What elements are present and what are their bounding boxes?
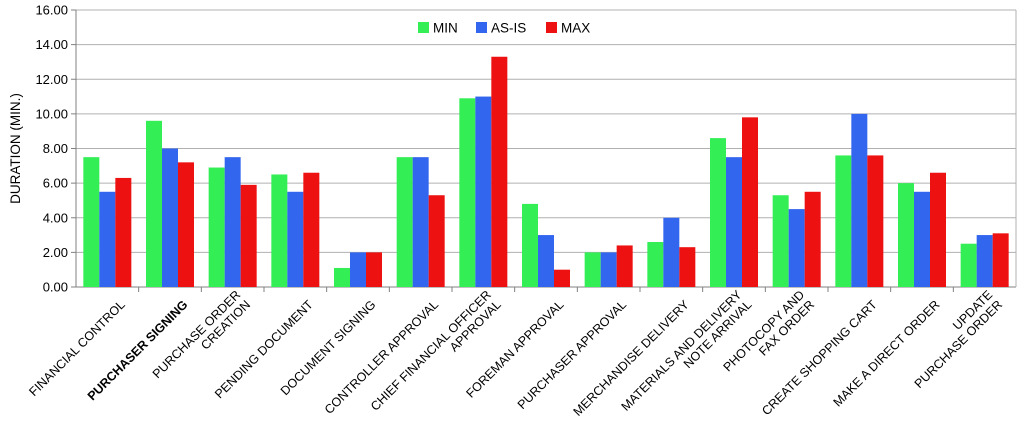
bar-min-14 xyxy=(898,183,914,287)
bar-min-12 xyxy=(772,195,789,287)
bar-min-1 xyxy=(83,157,100,287)
bar-max-2 xyxy=(178,162,194,287)
bar-as-is-12 xyxy=(788,209,805,287)
bar-as-is-1 xyxy=(99,191,116,287)
legend-swatch-as-is xyxy=(476,22,487,33)
bar-max-4 xyxy=(303,172,320,287)
bar-min-5 xyxy=(334,267,350,287)
x-category-label: UPDATEPURCHASE ORDER xyxy=(902,288,1005,391)
y-tick-label: 16.00 xyxy=(35,3,68,18)
bar-min-4 xyxy=(271,174,288,287)
bar-min-15 xyxy=(960,243,977,287)
bar-as-is-5 xyxy=(350,252,366,287)
bar-as-is-6 xyxy=(412,157,429,287)
bar-max-14 xyxy=(930,172,946,287)
bar-min-3 xyxy=(208,167,225,287)
bar-max-10 xyxy=(679,247,696,287)
bar-max-1 xyxy=(115,177,132,287)
y-tick-label: 4.00 xyxy=(43,210,68,225)
bar-as-is-10 xyxy=(663,217,680,287)
bar-max-13 xyxy=(867,155,884,287)
bar-as-is-14 xyxy=(914,191,930,287)
bar-as-is-11 xyxy=(726,157,742,287)
bar-min-10 xyxy=(647,241,664,287)
bar-min-11 xyxy=(710,138,726,287)
bar-min-7 xyxy=(459,98,476,287)
bar-max-11 xyxy=(742,117,758,288)
bar-max-12 xyxy=(804,191,821,287)
x-category-label-line: MAKE A DIRECT ORDER xyxy=(831,298,943,410)
bar-max-9 xyxy=(616,245,633,287)
legend-label-min: MIN xyxy=(433,21,458,36)
y-tick-label: 2.00 xyxy=(43,245,68,260)
y-tick-label: 8.00 xyxy=(43,141,68,156)
bar-as-is-8 xyxy=(538,235,554,287)
y-tick-label: 14.00 xyxy=(35,37,68,52)
bar-as-is-3 xyxy=(224,157,241,287)
x-category-label-line: PURCHASE ORDER xyxy=(150,288,243,381)
x-category-label-line: PURCHASER APPROVAL xyxy=(515,298,629,412)
bar-max-7 xyxy=(491,56,508,288)
bar-as-is-9 xyxy=(600,252,617,287)
bar-min-9 xyxy=(584,252,601,287)
x-category-label: MAKE A DIRECT ORDER xyxy=(831,298,943,410)
bar-as-is-4 xyxy=(287,191,304,287)
bar-max-6 xyxy=(428,195,445,287)
legend-label-as-is: AS-IS xyxy=(491,21,526,36)
bar-max-8 xyxy=(554,269,570,287)
bar-as-is-2 xyxy=(162,148,178,287)
bar-min-6 xyxy=(396,157,413,287)
y-tick-label: 6.00 xyxy=(43,176,68,191)
bar-as-is-13 xyxy=(851,113,868,287)
bar-max-5 xyxy=(366,252,382,287)
legend-label-max: MAX xyxy=(561,21,590,36)
bar-min-8 xyxy=(522,203,538,287)
legend-swatch-min xyxy=(418,22,429,33)
y-tick-label: 10.00 xyxy=(35,106,68,121)
x-category-label: PURCHASER APPROVAL xyxy=(515,298,629,412)
legend-swatch-max xyxy=(546,22,557,33)
y-tick-label: 12.00 xyxy=(35,72,68,87)
y-axis-label: DURATION (MIN.) xyxy=(8,93,23,204)
bar-as-is-15 xyxy=(976,235,993,287)
bar-min-13 xyxy=(835,155,852,287)
y-tick-label: 0.00 xyxy=(43,280,68,295)
bar-min-2 xyxy=(146,120,162,287)
bar-max-3 xyxy=(240,184,257,287)
bar-max-15 xyxy=(992,233,1009,287)
bar-as-is-7 xyxy=(475,96,492,287)
